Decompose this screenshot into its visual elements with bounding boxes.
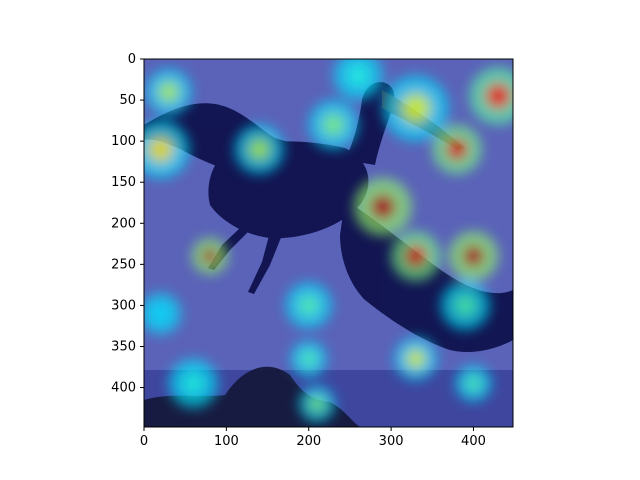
heat-spot-core bbox=[201, 247, 219, 265]
x-tick-label: 300 bbox=[379, 434, 404, 449]
plot-frame bbox=[143, 58, 514, 428]
heat-spot-core bbox=[454, 294, 477, 317]
heat-spot-core bbox=[445, 138, 469, 161]
y-tick-label: 100 bbox=[111, 134, 136, 149]
y-tick-label: 400 bbox=[111, 381, 136, 396]
y-axis: 0 50 100 150 200 250 300 350 400 bbox=[111, 52, 144, 396]
y-tick-label: 0 bbox=[128, 52, 136, 67]
heat-spot-core bbox=[248, 138, 271, 161]
heatmap-overlay bbox=[144, 59, 513, 423]
heat-spot-core bbox=[158, 81, 180, 103]
y-tick-label: 200 bbox=[111, 216, 136, 231]
heat-spot-core bbox=[182, 372, 205, 395]
heat-spot-core bbox=[369, 193, 396, 220]
heat-spot-core bbox=[465, 375, 482, 392]
heat-spot-core bbox=[308, 395, 326, 413]
heat-spot-core bbox=[406, 349, 426, 369]
heat-spot-core bbox=[400, 93, 431, 124]
heat-spot-core bbox=[300, 350, 317, 367]
y-tick-label: 350 bbox=[111, 340, 136, 355]
heat-spot-core bbox=[322, 113, 345, 136]
x-tick-label: 400 bbox=[461, 434, 486, 449]
y-tick-label: 50 bbox=[119, 93, 136, 108]
x-axis: 0 100 200 300 400 bbox=[140, 427, 486, 449]
heat-spot-core bbox=[298, 295, 320, 316]
y-tick-label: 150 bbox=[111, 175, 136, 190]
heat-spot-core bbox=[151, 304, 170, 323]
image-panel bbox=[144, 59, 513, 427]
heat-spot-core bbox=[485, 82, 512, 109]
x-tick-label: 100 bbox=[214, 434, 239, 449]
y-tick-label: 300 bbox=[111, 298, 136, 313]
x-tick-label: 200 bbox=[296, 434, 321, 449]
heat-spot-core bbox=[404, 245, 427, 268]
y-tick-label: 250 bbox=[111, 257, 136, 272]
heat-spot-core bbox=[347, 64, 370, 87]
heat-spot-core bbox=[462, 245, 485, 268]
x-tick-label: 0 bbox=[140, 434, 148, 449]
heat-spot-core bbox=[147, 136, 174, 163]
